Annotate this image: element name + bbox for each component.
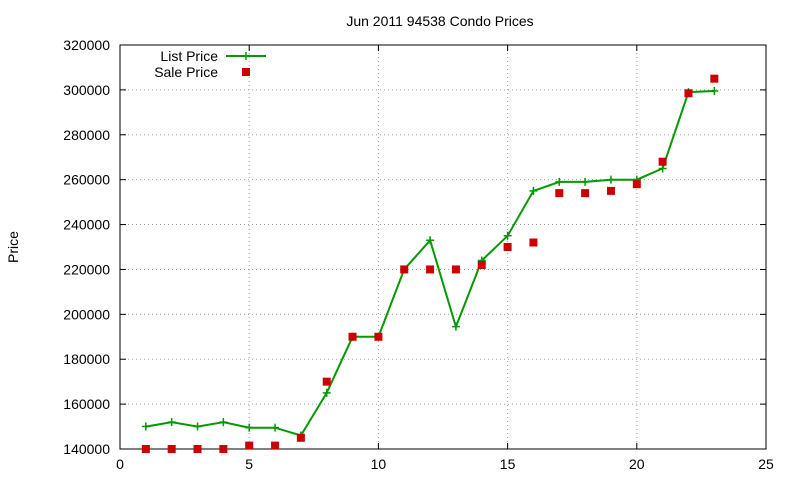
list-price-point (581, 177, 590, 186)
sale-price-point (477, 260, 486, 269)
sale-price-point (296, 433, 305, 442)
y-tick-label: 220000 (63, 261, 110, 277)
sale-price-point (167, 445, 176, 453)
legend-marker (242, 52, 250, 60)
sale-price-point (503, 243, 512, 251)
grid (120, 45, 766, 449)
x-tick-label: 0 (116, 456, 124, 472)
list-price-point (529, 186, 538, 195)
chart-title: Jun 2011 94538 Condo Prices (346, 13, 533, 29)
y-tick-label: 180000 (63, 351, 110, 367)
x-tick-label: 15 (500, 456, 516, 472)
list-price-point (710, 87, 719, 96)
sale-price-point (245, 441, 254, 450)
sale-price-point (271, 441, 280, 450)
y-axis-label: Price (5, 231, 21, 263)
list-price-line (145, 90, 715, 437)
sale-price-point (658, 157, 667, 166)
list-price-point (658, 164, 667, 173)
list-price-point (245, 423, 254, 432)
list-price-point (451, 322, 460, 331)
list-price-point (606, 175, 615, 184)
sale-price-point (555, 189, 564, 198)
x-tick-label: 10 (371, 456, 387, 472)
series (141, 74, 719, 453)
sale-price-point (581, 189, 590, 198)
y-tick-label: 300000 (63, 82, 110, 98)
y-tick-label: 200000 (63, 306, 110, 322)
sale-price-point (348, 332, 357, 341)
sale-price-point (219, 445, 228, 453)
list-price-point (503, 231, 512, 240)
x-tick-label: 5 (245, 456, 253, 472)
sale-price-point (426, 265, 435, 274)
legend-marker (242, 68, 250, 76)
sale-price-point (710, 74, 719, 83)
list-price-point (167, 418, 176, 427)
list-price-point (271, 423, 280, 432)
sale-price-point (606, 186, 615, 195)
x-tick-label: 25 (758, 456, 774, 472)
list-price-series (141, 87, 719, 440)
list-price-point (555, 177, 564, 186)
axes: 0 5 10 15 20 25 140000 160000 180000 200000 220000… (63, 37, 774, 472)
y-tick-label: 260000 (63, 172, 110, 188)
y-tick-label: 160000 (63, 396, 110, 412)
legend-label: Sale Price (154, 64, 218, 80)
list-price-point (193, 422, 202, 431)
sale-price-series (141, 74, 719, 453)
list-price-point (141, 422, 150, 431)
y-tick-label: 240000 (63, 217, 110, 233)
sale-price-point (451, 265, 460, 274)
sale-price-point (322, 377, 331, 386)
list-price-point (426, 236, 435, 245)
y-tick-label: 140000 (63, 441, 110, 457)
list-price-point (219, 418, 228, 427)
sale-price-point (374, 332, 383, 341)
sale-price-point (193, 445, 202, 453)
sale-price-point (632, 180, 641, 189)
legend-label: List Price (160, 48, 218, 64)
x-tick-label: 20 (629, 456, 645, 472)
plot-frame (119, 44, 767, 450)
sale-price-point (141, 445, 150, 453)
sale-price-point (400, 265, 409, 274)
y-tick-label: 280000 (63, 127, 110, 143)
sale-price-point (529, 238, 538, 247)
y-tick-label: 320000 (63, 37, 110, 53)
sale-price-point (684, 89, 693, 98)
list-price-point (322, 388, 331, 397)
